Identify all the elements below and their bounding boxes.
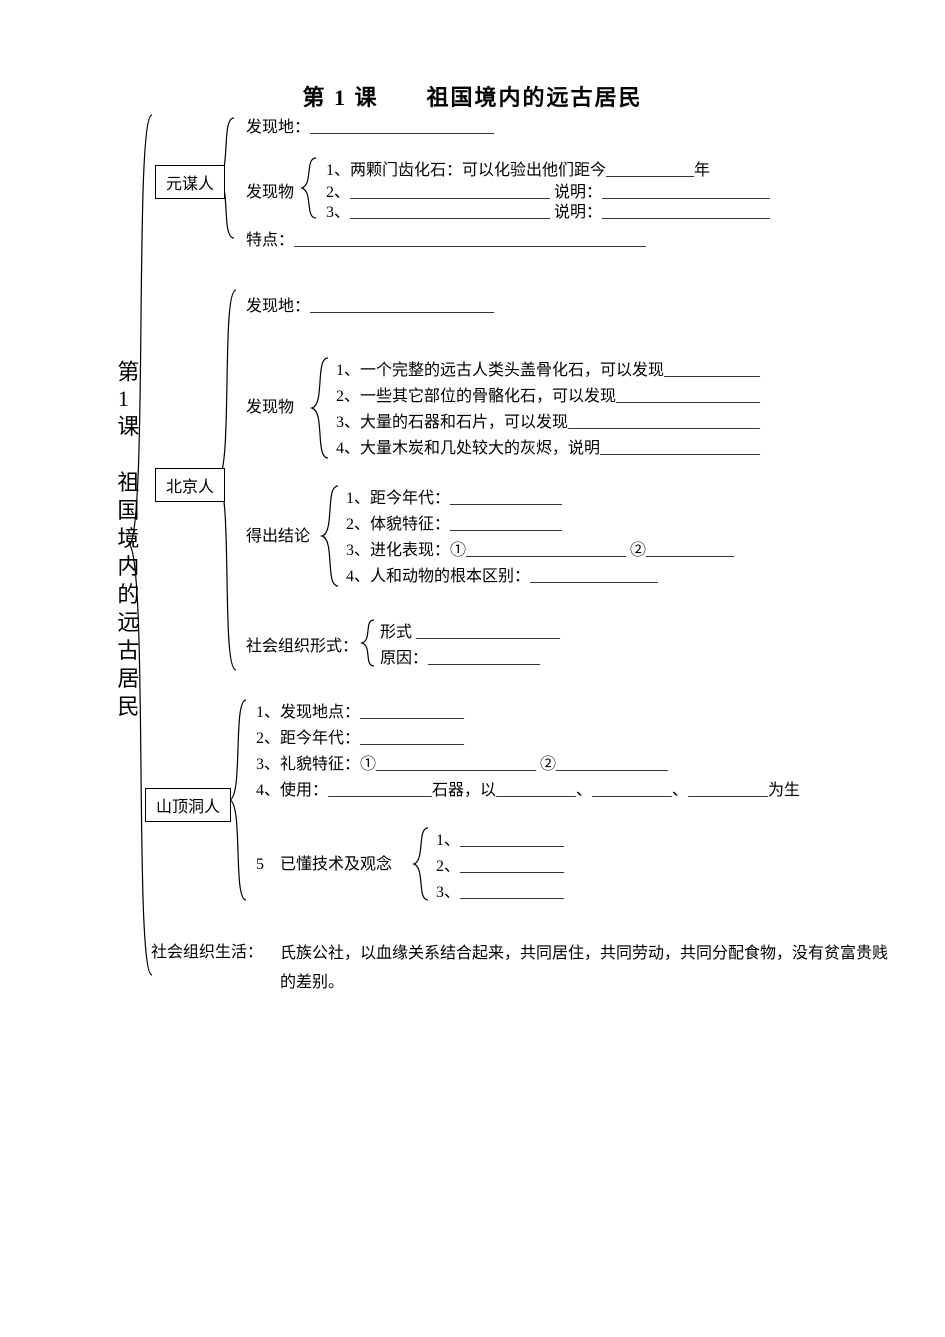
s3-l2: 2、距今年代：_____________ [256, 726, 464, 752]
s3-l5-brace [414, 828, 428, 900]
s2-found-brace [312, 358, 328, 458]
s2-c4: 4、人和动物的根本区别：________________ [346, 564, 658, 590]
s3-l4: 4、使用：_____________石器，以__________、_______… [256, 778, 800, 804]
s2-f4: 4、大量木炭和几处较大的灰烬，说明____________________ [336, 436, 760, 462]
page-title: 第 1 课 祖国境内的远古居民 [0, 80, 945, 112]
s2-c3: 3、进化表现：①____________________ ②__________… [346, 538, 734, 564]
s2-loc: 发现地：_______________________ [246, 294, 494, 320]
s2-conc-label: 得出结论 [246, 524, 310, 550]
s2-c2: 2、体貌特征：______________ [346, 512, 562, 538]
s3-label: 山顶洞人 [145, 788, 231, 822]
worksheet-page: 第 1 课 祖国境内的远古居民 第1课 祖国境内的远古居民 元谋人 发现地：__… [0, 0, 945, 1337]
s2-soc-label: 社会组织形式： [246, 634, 358, 660]
s2-soc-brace [362, 620, 374, 666]
s1-f3: 3、_________________________ 说明：_________… [326, 200, 770, 226]
s2-f1: 1、一个完整的远古人类头盖骨化石，可以发现____________ [336, 358, 760, 384]
s3-brace [230, 700, 246, 900]
s1-loc: 发现地：_______________________ [246, 115, 494, 141]
s2-conc-brace [322, 486, 338, 586]
root-label-num: 1 [118, 386, 135, 412]
s3-l5b: 2、_____________ [436, 854, 564, 880]
s2-found-label: 发现物 [246, 395, 294, 421]
s2-f3: 3、大量的石器和石片，可以发现________________________ [336, 410, 760, 436]
s3-l3: 3、礼貌特征：①____________________ ②__________… [256, 752, 668, 778]
root-label-post: 课 祖国境内的远古居民 [114, 414, 139, 722]
s3-l1: 1、发现地点：_____________ [256, 700, 464, 726]
s2-f2: 2、一些其它部位的骨骼化石，可以发现__________________ [336, 384, 760, 410]
s2-soc2: 原因：______________ [380, 646, 540, 672]
s1-found-label: 发现物 [246, 180, 294, 206]
s4-text: 氏族公社，以血缘关系结合起来，共同居住，共同劳动，共同分配食物，没有贫富贵贱的差… [280, 940, 890, 998]
s1-label: 元谋人 [155, 165, 225, 199]
root-label-pre: 第 [114, 360, 139, 388]
s3-l5a: 1、_____________ [436, 828, 564, 854]
s1-trait: 特点：_____________________________________… [246, 228, 646, 254]
root-vertical-label: 第1课 祖国境内的远古居民 [113, 360, 139, 722]
s4-label: 社会组织生活： [151, 940, 263, 966]
s3-l5c: 3、_____________ [436, 880, 564, 906]
s1-found-brace [302, 158, 316, 218]
s2-soc1: 形式 __________________ [380, 620, 560, 646]
s2-label: 北京人 [155, 468, 225, 502]
s2-c1: 1、距今年代：______________ [346, 486, 562, 512]
s3-l5-label: 5 已懂技术及观念 [256, 852, 392, 878]
